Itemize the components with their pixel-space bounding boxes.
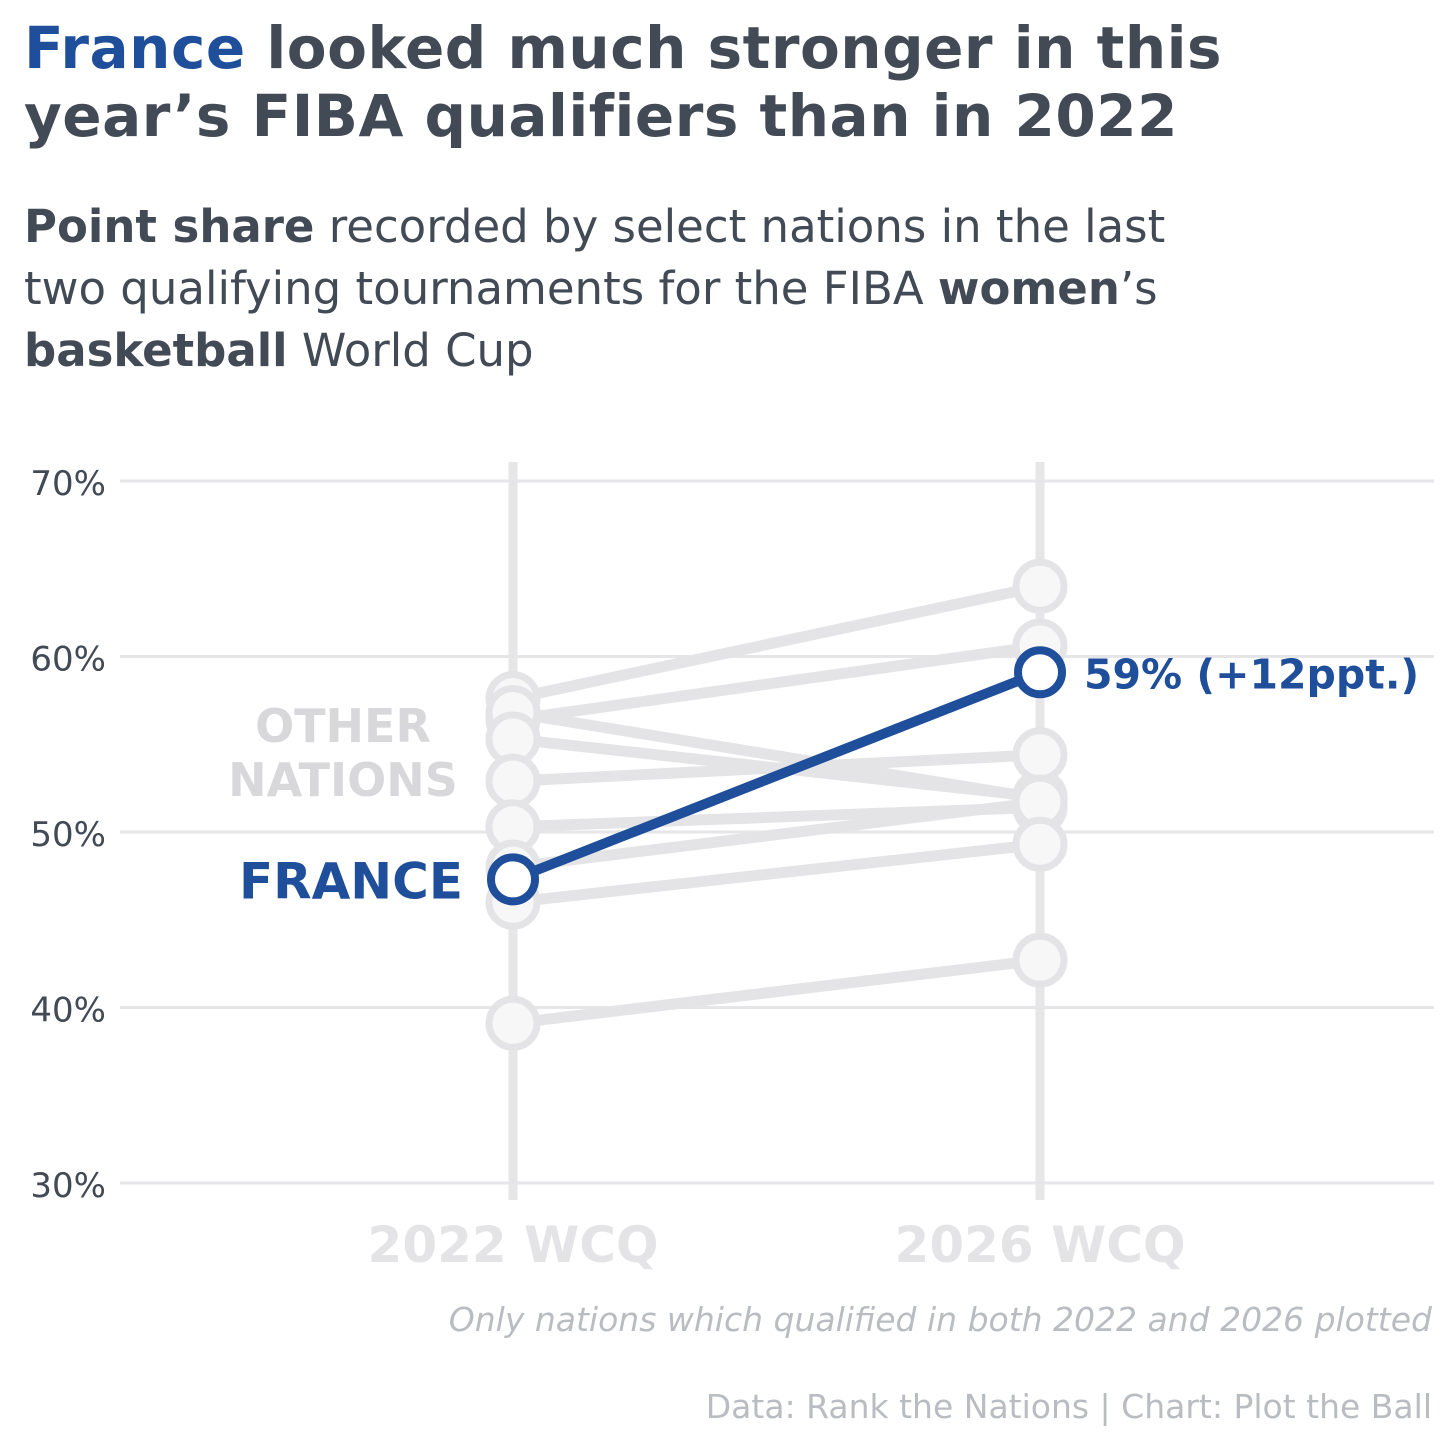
title-text-line-1: looked much stronger in this — [245, 14, 1223, 82]
other-nation-line — [507, 580, 1046, 705]
france-point — [1014, 646, 1066, 699]
label-layer: 30% 40% 50% 60% 70% 2022 WCQ 2026 WCQ OTHERNATI… — [30, 464, 1419, 1274]
france-end-value-label: 59% (+12ppt.) — [1084, 650, 1419, 698]
france-line — [508, 667, 1045, 885]
subtitle-text-2: two qualifying tournaments for the FIBA — [24, 262, 938, 315]
other-nation-line — [507, 640, 1046, 726]
y-tick-label: 40% — [30, 991, 106, 1031]
chart-title: France looked much stronger in this year’… — [24, 14, 1444, 150]
subtitle-bold-women: women — [937, 262, 1120, 315]
x-category-label: 2022 WCQ — [368, 1216, 659, 1274]
subtitle-bold-point-share: Point share — [24, 200, 315, 253]
y-tick-label: 70% — [30, 464, 106, 504]
other-nation-point — [1012, 558, 1068, 614]
other-nations-layer — [485, 558, 1068, 1051]
other-nations-label: OTHER — [255, 699, 431, 753]
subtitle-text-1: recorded by select nations in the last — [314, 200, 1166, 253]
x-category-label: 2026 WCQ — [895, 1216, 1186, 1274]
france-series-label: FRANCE — [239, 852, 463, 910]
footnote: Only nations which qualified in both 202… — [448, 1300, 1432, 1339]
other-nation-point — [485, 753, 541, 809]
subtitle-bold-basketball: basketball — [24, 324, 288, 377]
y-tick-label: 60% — [30, 640, 106, 680]
other-nation-line — [507, 838, 1046, 908]
other-nation-line — [507, 954, 1046, 1029]
subtitle-text-4: World Cup — [287, 324, 534, 377]
title-highlight-france: France — [24, 14, 246, 82]
other-nation-line — [507, 796, 1046, 873]
other-nation-line — [507, 749, 1046, 787]
france-layer — [487, 646, 1066, 906]
source-credit: Data: Rank the Nations | Chart: Plot the… — [705, 1387, 1432, 1426]
other-nations-label: NATIONS — [228, 753, 458, 807]
subtitle-text-3: ’s — [1119, 262, 1158, 315]
other-nation-point — [485, 995, 541, 1051]
y-tick-label: 30% — [30, 1166, 106, 1206]
other-nation-point — [1012, 727, 1068, 783]
france-point — [487, 853, 539, 906]
title-text-line-2: year’s FIBA qualifiers than in 2022 — [24, 82, 1178, 150]
chart-subtitle: Point share recorded by select nations i… — [24, 196, 1444, 382]
y-tick-label: 50% — [30, 815, 106, 855]
other-nation-point — [1012, 932, 1068, 988]
other-nation-point — [1012, 816, 1068, 872]
